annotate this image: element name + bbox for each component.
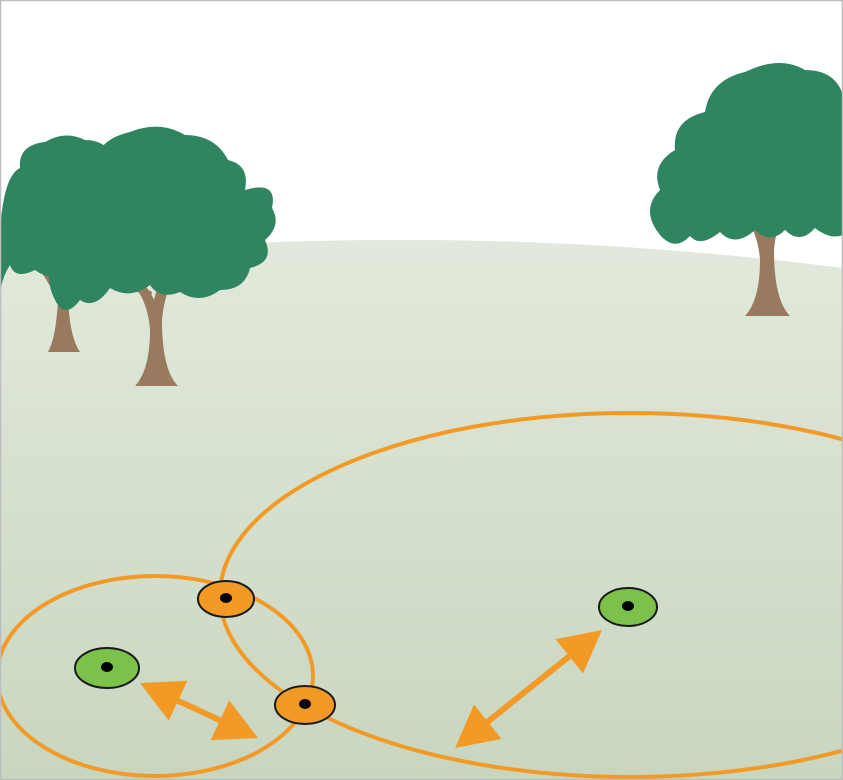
orange-marker-lower (274, 685, 336, 725)
ground (1, 239, 842, 779)
tree-front-left (48, 126, 276, 386)
double-arrow-left (140, 680, 258, 741)
tree-right (650, 62, 842, 316)
green-marker-right (598, 587, 658, 627)
green-marker-left (74, 647, 140, 689)
orange-marker-upper (197, 580, 255, 618)
double-arrow-right (455, 630, 602, 748)
range-ring-small (1, 574, 315, 778)
